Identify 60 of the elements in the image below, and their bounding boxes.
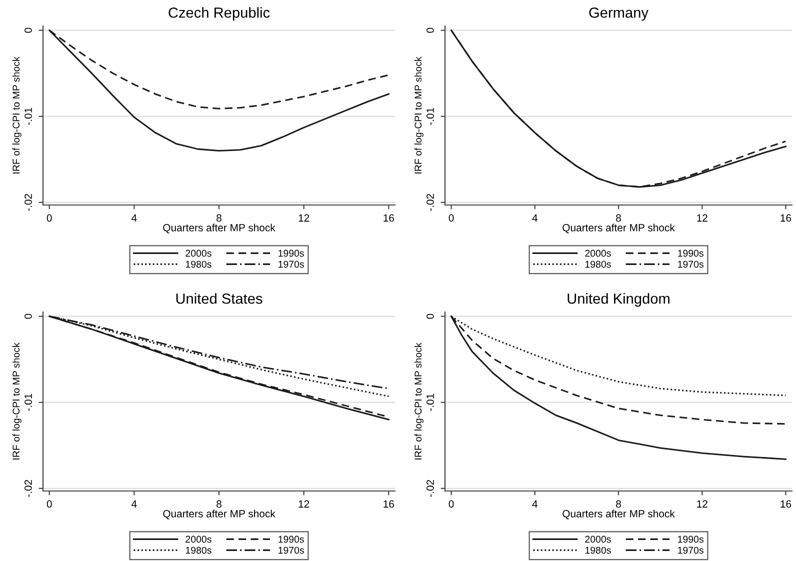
y-axis-title: IRF of log-CPI to MP shock bbox=[414, 56, 424, 174]
x-axis-title: Quarters after MP shock bbox=[163, 510, 276, 520]
x-tick-label: 12 bbox=[697, 500, 708, 508]
y-tick-label: -.02 bbox=[24, 480, 32, 497]
y-tick-label: -.01 bbox=[426, 108, 434, 125]
x-tick-label: 8 bbox=[616, 214, 621, 222]
x-tick-label: 0 bbox=[448, 214, 454, 222]
x-tick-label: 16 bbox=[780, 500, 792, 508]
y-tick-label: -.02 bbox=[426, 194, 434, 211]
y-axis-title: IRF of log-CPI to MP shock bbox=[12, 342, 22, 460]
x-tick-label: 12 bbox=[298, 500, 310, 508]
x-tick-label: 0 bbox=[448, 500, 454, 508]
x-tick-label: 4 bbox=[132, 500, 137, 508]
legend-label: 2000s bbox=[585, 250, 611, 257]
legend-label: 2000s bbox=[186, 536, 212, 543]
legend-label: 2000s bbox=[585, 536, 611, 543]
legend-label: 1990s bbox=[678, 250, 704, 257]
legend-label: 1980s bbox=[585, 546, 611, 554]
chart-title: United States bbox=[176, 293, 262, 304]
legend-label: 1980s bbox=[585, 260, 611, 268]
legend-label: 1980s bbox=[186, 260, 212, 268]
y-tick-label: -.01 bbox=[24, 394, 32, 411]
y-tick-label: -.02 bbox=[24, 194, 32, 211]
x-tick-label: 4 bbox=[532, 500, 538, 508]
legend-label: 2000s bbox=[186, 250, 212, 257]
y-tick-label: -.01 bbox=[24, 108, 32, 125]
x-tick-label: 16 bbox=[780, 214, 792, 222]
x-tick-label: 4 bbox=[132, 214, 137, 222]
legend-label: 1990s bbox=[278, 536, 304, 543]
x-tick-label: 12 bbox=[298, 214, 310, 222]
legend-label: 1990s bbox=[678, 536, 704, 543]
chart-title: United Kingdom bbox=[568, 293, 670, 307]
chart-title: Germany bbox=[589, 7, 648, 21]
x-axis-title: Quarters after MP shock bbox=[562, 510, 675, 520]
y-axis-title: IRF of log-CPI to MP shock bbox=[12, 56, 22, 174]
y-tick-label: -.02 bbox=[426, 480, 434, 497]
legend-label: 1970s bbox=[278, 260, 304, 268]
y-tick-label: 0 bbox=[426, 28, 434, 33]
x-tick-label: 0 bbox=[46, 500, 52, 508]
y-tick-label: 0 bbox=[426, 314, 434, 319]
legend-label: 1970s bbox=[278, 546, 304, 554]
legend-label: 1980s bbox=[186, 546, 212, 554]
x-tick-label: 8 bbox=[216, 214, 222, 222]
chart-title: Czech Republic bbox=[168, 7, 270, 21]
legend-label: 1990s bbox=[278, 250, 304, 257]
x-axis-title: Quarters after MP shock bbox=[562, 224, 675, 234]
x-tick-label: 16 bbox=[384, 500, 394, 508]
x-tick-label: 8 bbox=[216, 500, 222, 508]
x-tick-label: 8 bbox=[616, 500, 621, 508]
x-tick-label: 0 bbox=[46, 214, 52, 222]
legend-label: 1970s bbox=[678, 546, 704, 554]
y-tick-label: 0 bbox=[24, 314, 32, 319]
x-tick-label: 12 bbox=[697, 214, 708, 222]
x-tick-label: 4 bbox=[532, 214, 538, 222]
y-tick-label: 0 bbox=[24, 28, 32, 33]
x-axis-title: Quarters after MP shock bbox=[163, 224, 276, 234]
y-tick-label: -.01 bbox=[426, 394, 434, 411]
legend-label: 1970s bbox=[678, 260, 704, 268]
y-axis-title: IRF of log-CPI to MP shock bbox=[414, 342, 424, 460]
x-tick-label: 16 bbox=[384, 214, 394, 222]
